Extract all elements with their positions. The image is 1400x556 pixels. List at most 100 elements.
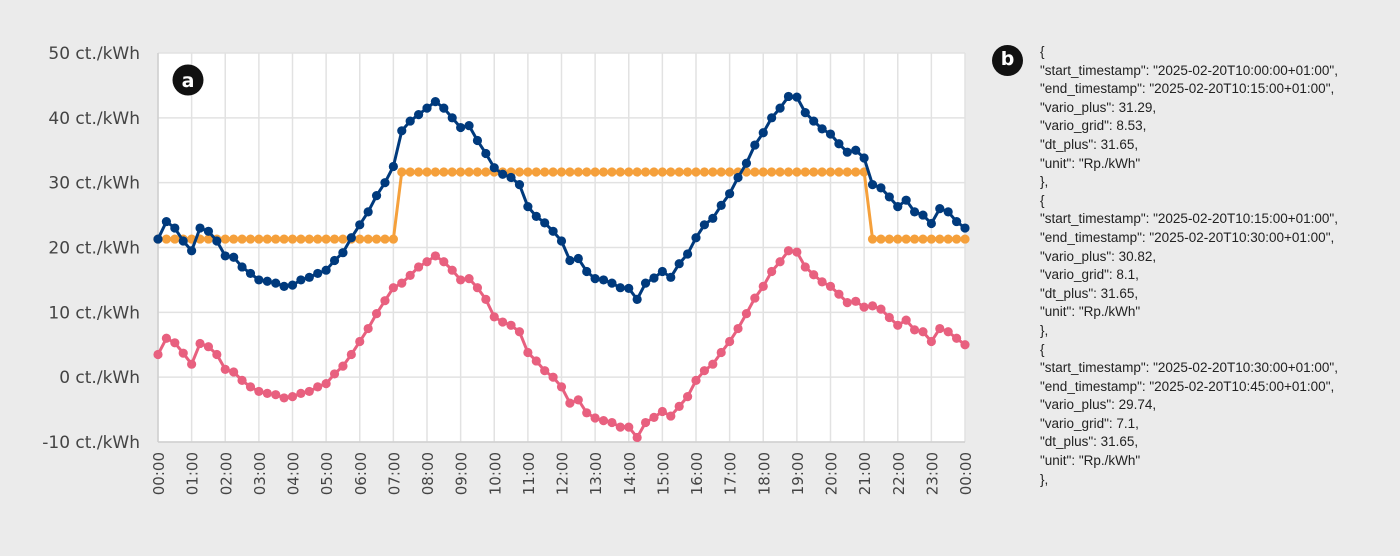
data-point [161, 216, 172, 227]
data-point [464, 167, 474, 177]
data-point [943, 207, 953, 217]
data-point [338, 361, 348, 371]
data-point [792, 167, 802, 177]
data-point [413, 167, 424, 177]
y-tick-label: 20 ct./kWh [48, 239, 140, 259]
json-text-panel: {"start_timestamp": "2025-02-20T10:00:00… [1040, 43, 1338, 489]
data-point [531, 211, 541, 221]
data-point [565, 167, 575, 177]
x-tick-label: 21:00 [856, 452, 874, 495]
data-point [582, 167, 592, 177]
data-point [750, 167, 760, 177]
data-point [582, 408, 592, 418]
data-point [935, 323, 945, 334]
data-point [607, 278, 617, 288]
json-line: "dt_plus": 31.65, [1040, 136, 1139, 152]
data-point [825, 129, 836, 139]
data-point [397, 126, 407, 136]
data-point [716, 167, 726, 177]
data-point [867, 234, 878, 244]
data-point [523, 202, 533, 212]
json-line: "unit": "Rp./kWh" [1040, 304, 1141, 320]
x-tick-label: 17:00 [722, 452, 740, 495]
data-point [590, 167, 600, 177]
data-point [825, 281, 836, 291]
data-point [439, 103, 449, 113]
data-point [472, 135, 483, 146]
data-point [237, 375, 247, 386]
data-point [321, 265, 331, 275]
data-point [699, 167, 710, 177]
data-point [271, 278, 281, 288]
data-point [960, 234, 970, 244]
data-point [447, 265, 457, 275]
data-point [867, 180, 878, 190]
data-point [229, 234, 239, 244]
data-point [363, 234, 373, 244]
data-point [926, 218, 936, 229]
json-line: "vario_plus": 30.82, [1040, 248, 1157, 264]
data-point [901, 195, 911, 205]
data-point [472, 283, 483, 293]
data-point [170, 234, 180, 244]
series-1 [153, 91, 970, 304]
data-point [800, 262, 810, 272]
data-point [573, 167, 583, 177]
data-point [817, 167, 827, 177]
data-point [489, 312, 499, 322]
data-point [691, 375, 701, 386]
data-point [245, 234, 256, 244]
data-point [329, 255, 340, 266]
data-point [859, 153, 869, 163]
data-point [598, 275, 609, 285]
data-point [178, 348, 188, 358]
grid [157, 52, 966, 443]
data-point [279, 393, 289, 403]
data-point [405, 270, 415, 280]
data-point [321, 234, 331, 244]
data-point [951, 234, 962, 244]
data-point [422, 167, 432, 177]
x-tick-label: 08:00 [419, 452, 437, 495]
data-point [355, 336, 365, 347]
data-point [918, 327, 928, 337]
data-point [817, 277, 827, 287]
data-point [909, 234, 920, 244]
data-point [220, 251, 230, 261]
data-point [741, 158, 752, 168]
x-tick-label: 03:00 [251, 452, 269, 495]
data-point [682, 392, 693, 402]
json-line: }, [1040, 322, 1049, 338]
data-point [893, 202, 903, 212]
data-point [489, 163, 499, 173]
data-point [413, 262, 424, 272]
data-point [203, 234, 214, 244]
data-point [699, 220, 710, 230]
data-point [287, 392, 298, 402]
data-point [632, 167, 642, 177]
x-tick-label: 11:00 [520, 452, 538, 495]
x-tick-label: 06:00 [352, 452, 370, 495]
data-point [447, 113, 457, 123]
data-point [767, 167, 777, 177]
data-point [329, 234, 340, 244]
data-point [691, 233, 701, 243]
data-point [397, 278, 407, 288]
data-point [548, 226, 558, 236]
data-point [758, 128, 768, 138]
x-tick-label: 00:00 [150, 452, 168, 495]
json-line: }, [1040, 174, 1049, 190]
data-point [170, 338, 180, 348]
data-point [682, 249, 693, 259]
data-point [422, 257, 432, 267]
x-tick-label: 22:00 [890, 452, 908, 495]
data-point [960, 340, 970, 350]
json-line: "end_timestamp": "2025-02-20T10:45:00+01… [1040, 378, 1335, 394]
data-point [750, 140, 760, 150]
data-point [725, 167, 735, 177]
data-point [296, 388, 306, 398]
data-point [716, 347, 726, 358]
data-point [674, 259, 684, 269]
data-point [624, 283, 634, 293]
data-point [901, 315, 911, 325]
